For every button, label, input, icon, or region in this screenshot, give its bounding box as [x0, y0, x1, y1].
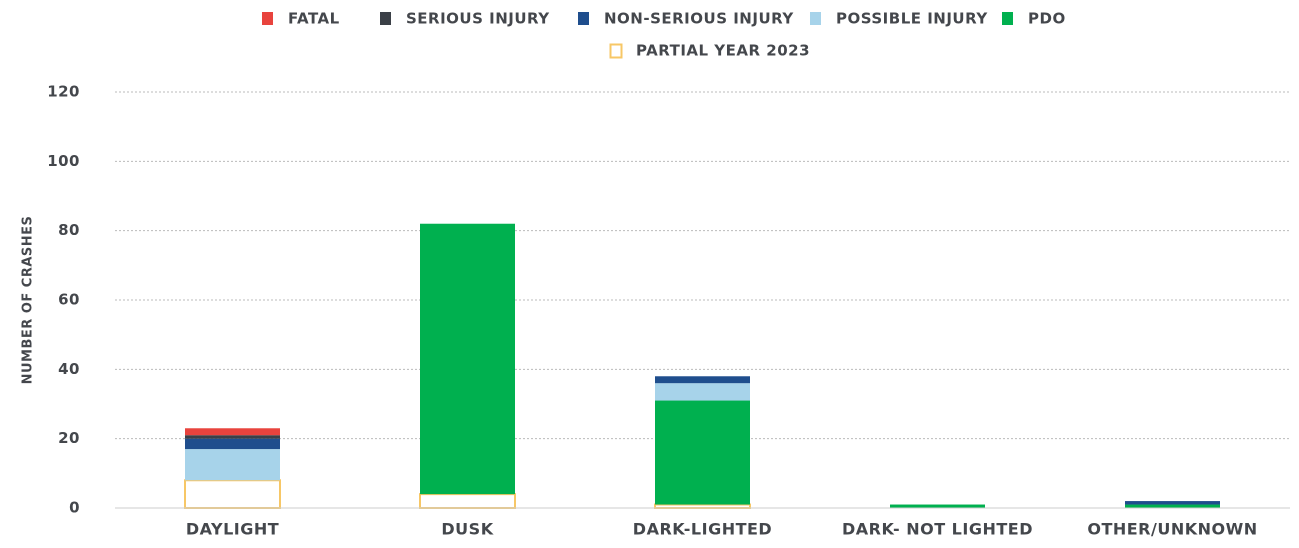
legend-label: SERIOUS INJURY: [406, 10, 550, 28]
legend-label: PARTIAL YEAR 2023: [636, 42, 810, 60]
y-tick-label: 80: [58, 221, 80, 239]
bar-segment: [420, 223, 515, 495]
bar-segment: [419, 493, 516, 509]
x-tick-label: DAYLIGHT: [186, 520, 279, 539]
y-tick-label: 120: [47, 83, 80, 101]
legend-label: NON-SERIOUS INJURY: [604, 10, 794, 28]
x-tick-label: DUSK: [441, 520, 493, 539]
bar-segment: [185, 438, 280, 450]
y-tick-label: 0: [69, 499, 80, 517]
bar-segment: [655, 400, 750, 505]
bar-segment: [654, 503, 751, 509]
bar-segment: [185, 435, 280, 439]
bar-segment: [655, 383, 750, 401]
legend-swatch: [810, 12, 821, 25]
bar-segment: [185, 428, 280, 436]
y-tick-label: 40: [58, 360, 80, 378]
legend-swatch: [262, 12, 273, 25]
legend-label: POSSIBLE INJURY: [836, 10, 988, 28]
bar-segment: [890, 504, 985, 508]
bar-segment: [184, 479, 281, 509]
bar-segment: [1125, 504, 1220, 508]
x-tick-label: DARK- NOT LIGHTED: [842, 520, 1033, 539]
legend-swatch: [380, 12, 391, 25]
legend-swatch: [609, 43, 623, 59]
y-axis-label: NUMBER OF CRASHES: [21, 216, 36, 385]
legend-swatch: [578, 12, 589, 25]
y-tick-label: 60: [58, 291, 80, 309]
legend-swatch: [1002, 12, 1013, 25]
legend-label: FATAL: [288, 10, 340, 28]
x-tick-label: OTHER/UNKNOWN: [1087, 520, 1257, 539]
legend-label: PDO: [1028, 10, 1066, 28]
y-tick-label: 100: [47, 152, 80, 170]
x-tick-label: DARK-LIGHTED: [633, 520, 772, 539]
bar-segment: [1125, 501, 1220, 505]
bar-segment: [185, 449, 280, 481]
bar-segment: [655, 376, 750, 384]
y-tick-label: 20: [58, 429, 80, 447]
